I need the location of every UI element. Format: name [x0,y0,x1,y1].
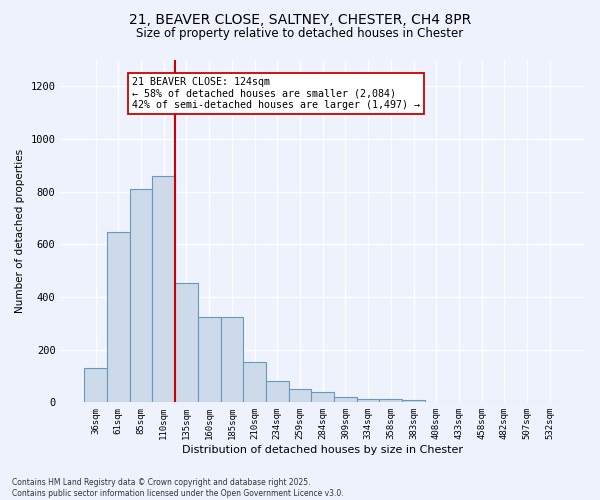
Text: 21 BEAVER CLOSE: 124sqm
← 58% of detached houses are smaller (2,084)
42% of semi: 21 BEAVER CLOSE: 124sqm ← 58% of detache… [132,77,420,110]
Bar [221,317,243,402]
Text: Contains HM Land Registry data © Crown copyright and database right 2025.
Contai: Contains HM Land Registry data © Crown c… [12,478,344,498]
Bar [152,176,175,402]
Bar [84,368,107,402]
Bar [402,400,425,402]
Bar [243,362,266,403]
Bar [266,382,289,402]
Y-axis label: Number of detached properties: Number of detached properties [15,149,25,313]
Bar [334,397,357,402]
Bar [357,399,379,402]
X-axis label: Distribution of detached houses by size in Chester: Distribution of detached houses by size … [182,445,463,455]
Bar [130,189,152,402]
Bar [311,392,334,402]
Bar [107,232,130,402]
Text: Size of property relative to detached houses in Chester: Size of property relative to detached ho… [136,28,464,40]
Bar [175,282,198,403]
Bar [198,317,221,402]
Bar [289,389,311,402]
Bar [379,399,402,402]
Text: 21, BEAVER CLOSE, SALTNEY, CHESTER, CH4 8PR: 21, BEAVER CLOSE, SALTNEY, CHESTER, CH4 … [129,12,471,26]
